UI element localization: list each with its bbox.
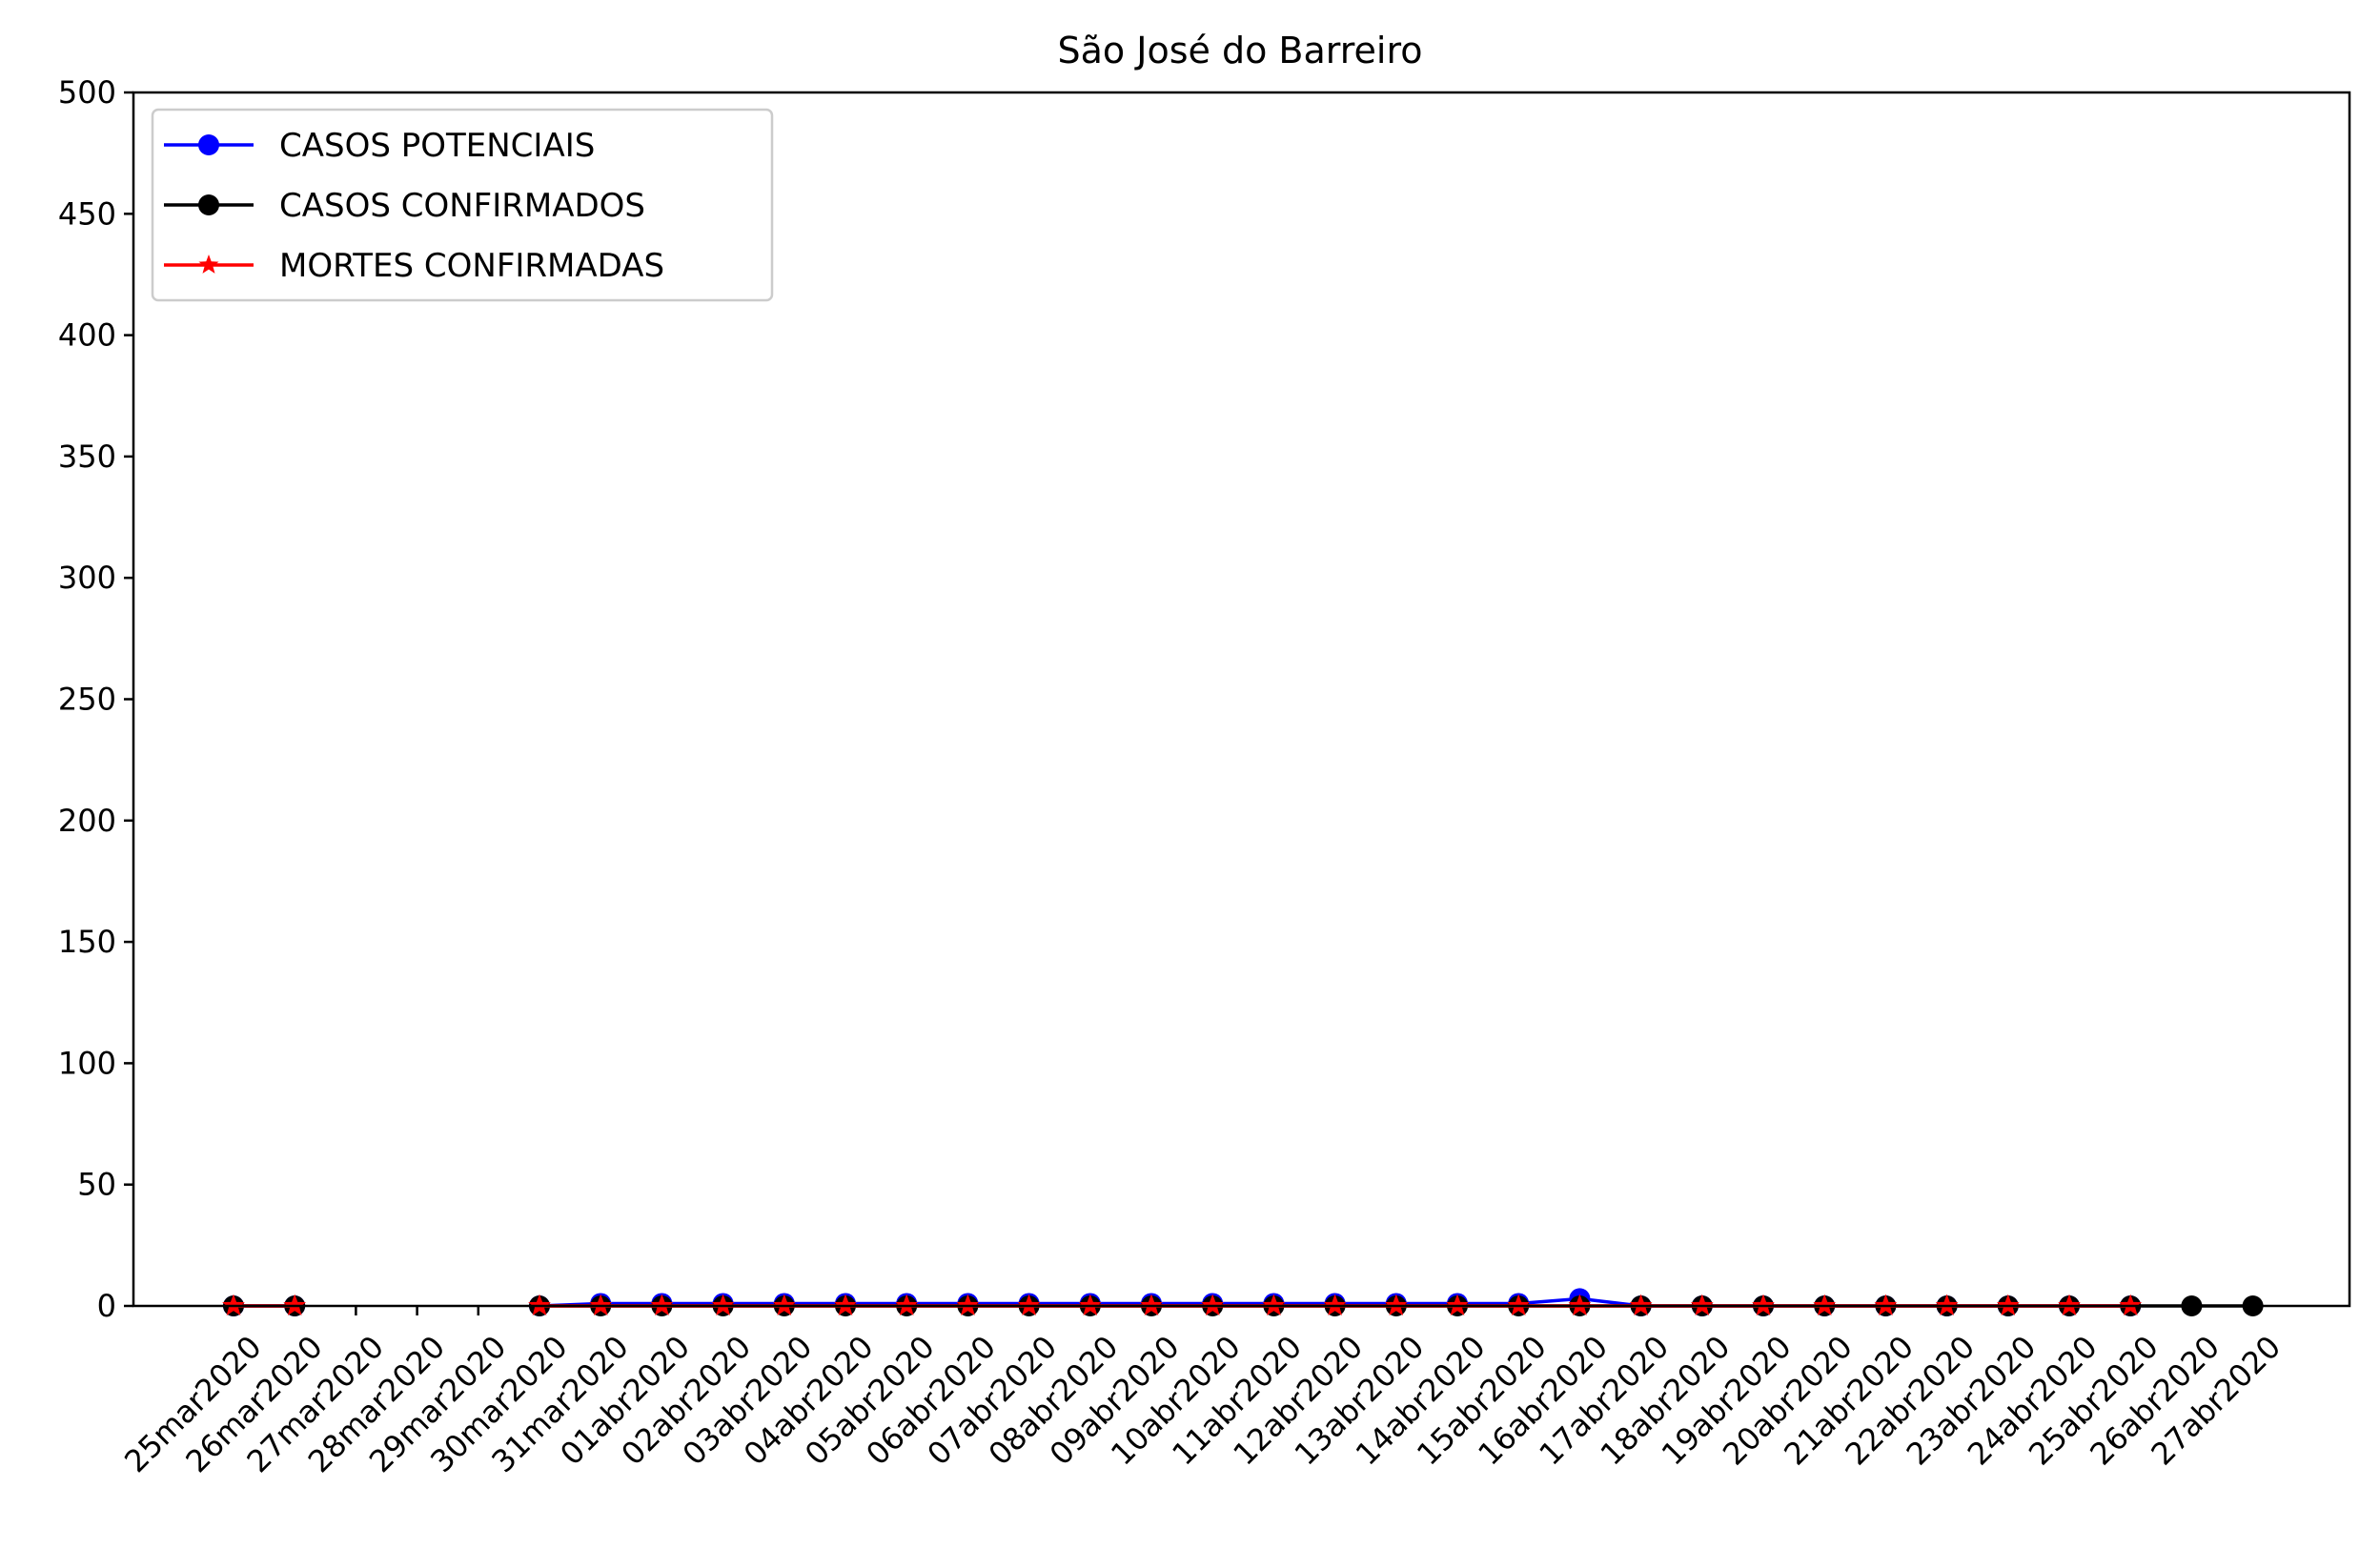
legend-label: MORTES CONFIRMADAS xyxy=(279,247,664,285)
y-tick-label: 150 xyxy=(58,924,116,960)
y-tick-label: 50 xyxy=(77,1167,116,1203)
legend-label: CASOS CONFIRMADOS xyxy=(279,187,645,225)
legend: CASOS POTENCIAIS CASOS CONFIRMADOS MORTES … xyxy=(151,108,774,302)
legend-item: CASOS CONFIRMADOS xyxy=(164,187,645,225)
y-tick-label: 100 xyxy=(58,1045,116,1081)
y-tick-label: 450 xyxy=(58,195,116,232)
legend-marker xyxy=(198,194,219,215)
legend-marker-star xyxy=(198,255,219,274)
legend-marker xyxy=(198,134,219,155)
y-tick-label: 500 xyxy=(58,74,116,111)
chart-title: São José do Barreiro xyxy=(1058,30,1423,71)
y-tick-label: 0 xyxy=(97,1288,116,1324)
legend-box xyxy=(151,108,774,302)
y-tick-label: 250 xyxy=(58,682,116,718)
y-tick-label: 200 xyxy=(58,803,116,839)
y-tick-label: 350 xyxy=(58,438,116,475)
legend-item: MORTES CONFIRMADAS xyxy=(164,247,664,285)
y-tick-label: 400 xyxy=(58,317,116,354)
legend-label: CASOS POTENCIAIS xyxy=(279,127,595,165)
y-tick-label: 300 xyxy=(58,560,116,596)
legend-item: CASOS POTENCIAIS xyxy=(164,127,595,165)
y-axis: 0 50 100 150 200 250 300 350 400 450 500 xyxy=(58,74,133,1324)
plot-frame xyxy=(132,91,2351,1308)
